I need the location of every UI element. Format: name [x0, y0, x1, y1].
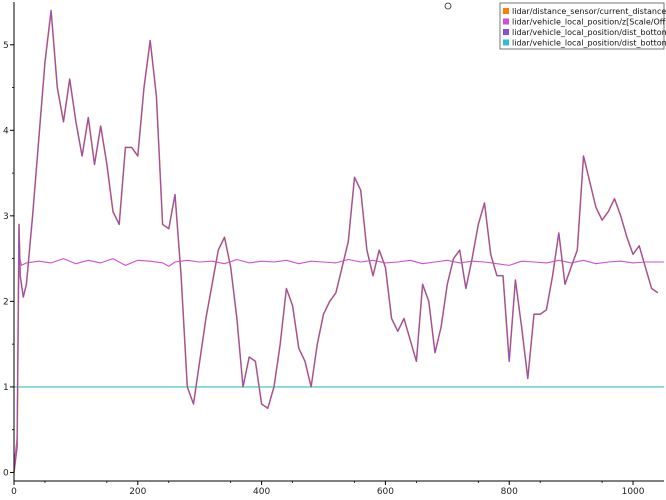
- legend: lidar/distance_sensor/current_distanceli…: [499, 2, 666, 50]
- legend-label: lidar/vehicle_local_position/dist_bottom: [512, 28, 666, 37]
- y-tick-label: 1: [3, 383, 9, 393]
- cursor-marker[interactable]: [444, 2, 452, 10]
- legend-label: lidar/vehicle_local_position/z[Scale/Off…: [512, 18, 666, 27]
- x-tick-label: 800: [501, 487, 518, 497]
- legend-swatch: [503, 18, 509, 25]
- y-tick-label: 5: [3, 41, 9, 51]
- series-layer: [13, 9, 664, 473]
- axes-layer: 0 200 400 600 800 1000 0 1 2 3 4 5: [3, 2, 664, 497]
- series-line-2: [13, 10, 659, 473]
- legend-swatch: [503, 8, 509, 14]
- x-tick-label: 1000: [622, 487, 645, 497]
- x-tick-label: 400: [253, 487, 270, 497]
- x-tick-label: 200: [129, 487, 146, 497]
- legend-box: [499, 2, 665, 50]
- series-line-1: [13, 253, 664, 464]
- y-tick-label: 0: [3, 468, 9, 478]
- legend-swatch: [503, 39, 509, 46]
- x-tick-label: 0: [11, 487, 17, 497]
- legend-label: lidar/vehicle_local_position/dist_bottom…: [512, 39, 666, 48]
- y-tick-label: 3: [3, 212, 9, 222]
- x-tick-label: 600: [377, 487, 394, 497]
- y-tick-label: 2: [3, 297, 9, 307]
- legend-swatch: [503, 29, 509, 35]
- legend-label: lidar/distance_sensor/current_distance: [512, 7, 666, 16]
- y-tick-label: 4: [3, 126, 9, 136]
